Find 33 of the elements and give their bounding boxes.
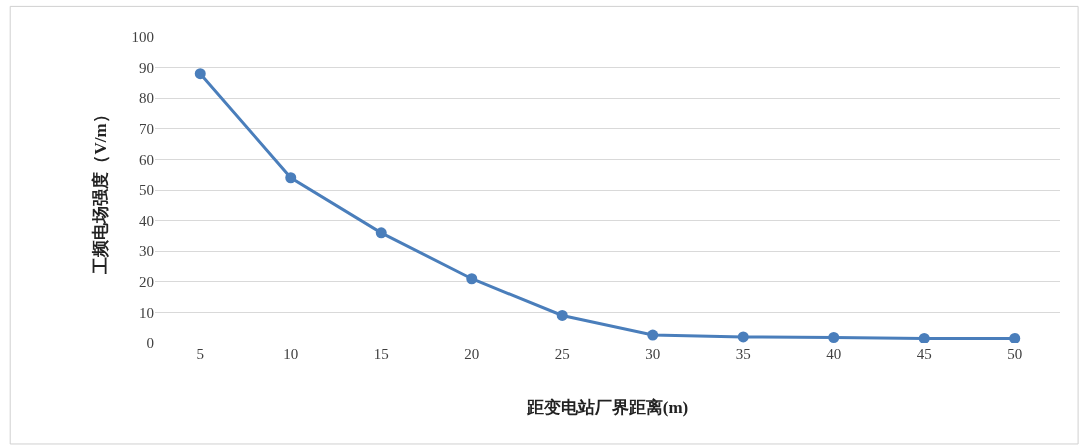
y-tick-label: 60 bbox=[139, 151, 154, 168]
y-tick-label: 10 bbox=[139, 304, 154, 321]
y-tick-label: 50 bbox=[139, 182, 154, 199]
x-tick-label: 15 bbox=[373, 346, 389, 362]
x-tick-label: 45 bbox=[916, 346, 932, 362]
y-tick-label: 70 bbox=[139, 121, 154, 138]
y-axis-title: 工频电场强度（V/m） bbox=[91, 106, 111, 275]
x-tick-label: 20 bbox=[464, 346, 480, 362]
x-tick-label: 35 bbox=[735, 346, 751, 362]
y-tick-label: 40 bbox=[139, 212, 154, 229]
point bbox=[194, 68, 206, 80]
x-tick-label: 10 bbox=[283, 346, 299, 362]
point bbox=[647, 329, 659, 341]
y-tick-label: 0 bbox=[146, 335, 154, 352]
point bbox=[1009, 332, 1021, 343]
point bbox=[375, 227, 387, 239]
x-tick-label: 5 bbox=[196, 346, 204, 362]
point bbox=[466, 273, 478, 285]
y-tick-label: 90 bbox=[139, 59, 154, 76]
y-tick-label: 20 bbox=[139, 274, 154, 291]
y-tick-label: 100 bbox=[131, 29, 154, 46]
x-tick-label: 25 bbox=[554, 346, 570, 362]
y-tick-label: 30 bbox=[139, 243, 154, 260]
y-tick-label: 80 bbox=[139, 90, 154, 107]
x-axis-title: 距变电站厂界距离(m) bbox=[525, 398, 689, 418]
point bbox=[285, 172, 297, 184]
x-tick-label: 50 bbox=[1007, 346, 1023, 362]
point bbox=[828, 331, 840, 343]
x-tick-label: 30 bbox=[645, 346, 661, 362]
point bbox=[918, 332, 930, 343]
point bbox=[556, 309, 568, 321]
point bbox=[737, 331, 749, 343]
x-tick-label: 40 bbox=[826, 346, 842, 362]
